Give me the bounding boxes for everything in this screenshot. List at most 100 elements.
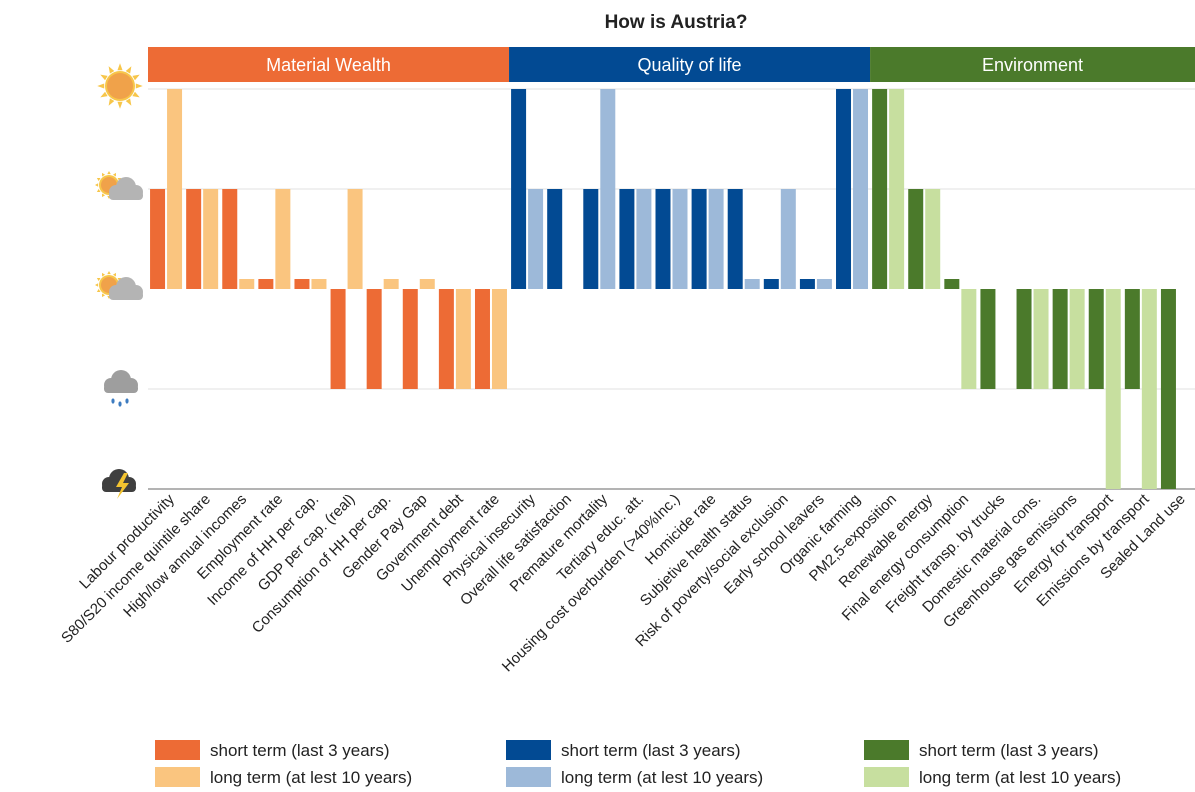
rain-drop [125,398,129,404]
sun-ray [96,288,101,292]
legend-swatch-long-term [864,767,909,787]
bar [727,189,743,289]
legend-label: long term (at lest 10 years) [210,768,412,787]
bar [438,289,454,389]
sun-ray [107,171,111,175]
sun-ray [95,183,99,187]
sun-ray [95,283,99,287]
bar [1160,289,1176,489]
group-band-label: Quality of life [638,55,742,75]
sun-ray [96,188,101,192]
bar [294,279,310,289]
legend-swatch-long-term [506,767,551,787]
bar [311,279,327,289]
bar [872,89,888,289]
bar [239,279,255,289]
bar [1141,289,1157,489]
bar [1088,289,1104,389]
bars [150,89,1176,489]
bar [419,279,435,289]
cloud-base [104,384,138,393]
sun-ray [96,278,101,282]
bar [528,189,544,289]
sun-ray [132,91,140,98]
sun-ray [125,66,132,74]
sun-core [107,73,133,99]
group-band-quality-of-life [509,47,871,82]
thunderstorm-icon [102,469,136,499]
legend-label: long term (at lest 10 years) [561,768,763,787]
bar [708,189,724,289]
bar [600,89,616,289]
sun-icon [97,63,143,109]
bar [1016,289,1032,389]
cloud-base [109,191,143,200]
bar [980,289,996,389]
legend-swatch-short-term [864,740,909,760]
bar [836,89,852,289]
bar [167,89,183,289]
lightning-bolt [116,473,129,499]
sun-ray [100,74,108,81]
bar [780,189,796,289]
sun-ray [108,98,115,106]
group-band-material-wealth [148,47,510,82]
bar [402,289,418,389]
bar [853,89,869,289]
sun-ray [102,193,106,198]
legend-label: short term (last 3 years) [561,741,741,760]
bar [925,189,941,289]
group-bands: Material Wealth Quality of life Environmen… [148,47,1195,82]
bar [672,189,688,289]
bar [150,189,166,289]
sun-ray [117,101,123,109]
bar [816,279,832,289]
bar [908,189,924,289]
bar [763,279,779,289]
rain-cloud-icon [104,370,138,407]
cloud-base [102,483,136,492]
sun-ray [107,271,111,275]
bar [1069,289,1085,389]
group-band-label: Environment [982,55,1083,75]
rain-drop [118,401,122,407]
x-tick-label: S80/S20 income quintile share [58,491,214,647]
sun-ray [112,172,116,177]
legend: short term (last 3 years) long term (at l… [155,740,1121,787]
legend-label: long term (at lest 10 years) [919,768,1121,787]
legend-swatch-long-term [155,767,200,787]
bar [491,289,507,389]
bar [655,189,671,289]
bar [186,189,202,289]
bar [330,289,346,389]
sun-ray [102,272,106,277]
y-axis-icons [95,63,143,499]
sun-ray [117,178,122,182]
group-band-environment [870,47,1195,82]
bar [583,189,599,289]
legend-label: short term (last 3 years) [210,741,390,760]
bar [799,279,815,289]
bar [636,189,652,289]
sun-behind-cloud-icon [95,271,143,300]
rain-drop [111,398,115,404]
bar [691,189,707,289]
bar [1105,289,1121,489]
legend-swatch-short-term [506,740,551,760]
bar [1033,289,1049,389]
legend-swatch-short-term [155,740,200,760]
bar [222,189,238,289]
sun-ray [102,293,106,298]
sun-ray [97,83,105,89]
bar [474,289,490,389]
legend-label: short term (last 3 years) [919,741,1099,760]
bar [258,279,274,289]
bar [619,189,635,289]
bar [275,189,291,289]
chart-title: How is Austria? [605,12,748,33]
bar [744,279,760,289]
bar [366,289,382,389]
sun-ray [112,272,116,277]
